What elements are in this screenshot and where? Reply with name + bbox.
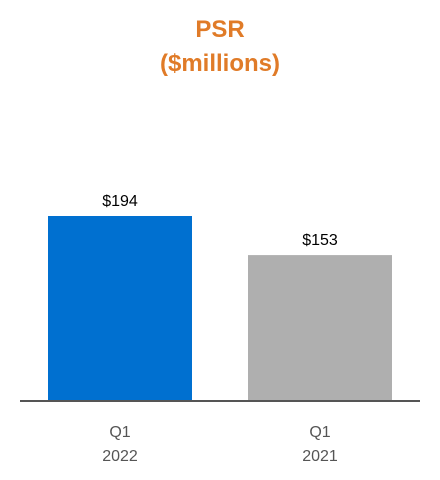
data-label-1: $153 bbox=[302, 232, 338, 249]
x-tick-label-0-0: Q1 bbox=[109, 424, 130, 441]
x-tick-label-0-1: 2022 bbox=[102, 448, 138, 465]
data-label-0: $194 bbox=[102, 193, 138, 210]
bar-1 bbox=[248, 255, 392, 401]
chart-subtitle: ($millions) bbox=[159, 50, 280, 77]
chart-title: PSR bbox=[195, 16, 245, 43]
x-tick-label-1-0: Q1 bbox=[309, 424, 330, 441]
x-tick-label-1-1: 2021 bbox=[302, 448, 338, 465]
bar-0 bbox=[48, 216, 192, 401]
